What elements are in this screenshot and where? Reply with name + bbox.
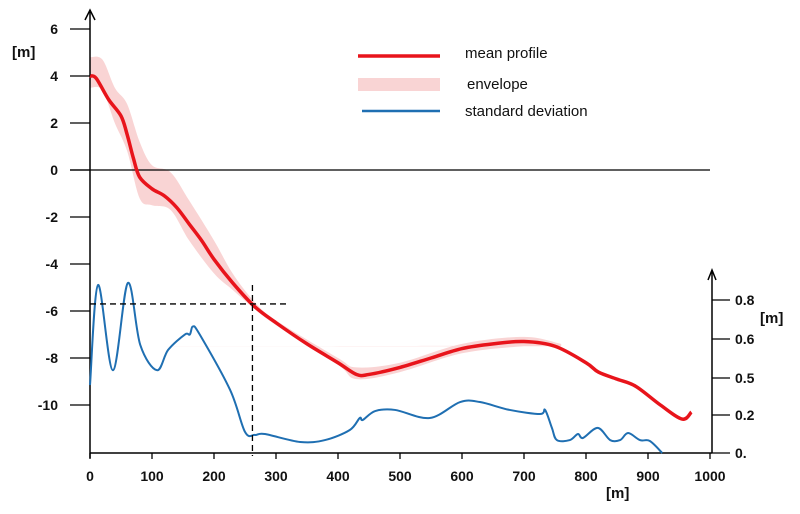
y2-tick-label: 0.	[735, 445, 747, 461]
y-tick-label: -6	[46, 303, 59, 319]
y-axis-label: [m]	[12, 44, 35, 61]
x-tick-label: 500	[388, 468, 412, 484]
y2-axis-label: [m]	[760, 310, 783, 327]
y-axis-left-arrow	[84, 8, 96, 21]
y-tick-label: 2	[50, 115, 58, 131]
envelope-band	[0, 56, 562, 380]
y-tick-label: -4	[46, 256, 59, 272]
x-tick-label: 1000	[694, 468, 725, 484]
x-axis-label: [m]	[606, 485, 629, 502]
y-tick-label: 4	[50, 68, 58, 84]
y-tick-label: -10	[38, 397, 58, 413]
envelope-layer	[0, 56, 562, 380]
x-tick-label: 600	[450, 468, 474, 484]
y2-tick-label: 0.8	[735, 292, 755, 308]
series-layer	[89, 74, 693, 454]
ticks: 0 100 200 300 400 500 600 700 800 900 1000 6 4 2 0 -2 -4…	[38, 21, 755, 484]
standard-deviation-line	[89, 282, 663, 454]
y-tick-label: 0	[50, 162, 58, 178]
legend-label-mean-profile: mean profile	[465, 45, 548, 62]
x-tick-label: 300	[264, 468, 288, 484]
x-tick-label: 0	[86, 468, 94, 484]
y2-tick-label: 0.5	[735, 370, 755, 386]
legend-swatch-envelope	[358, 78, 440, 91]
x-tick-label: 900	[636, 468, 660, 484]
x-tick-label: 800	[574, 468, 598, 484]
y-axis-right-arrow	[707, 267, 717, 281]
x-tick-label: 100	[140, 468, 164, 484]
legend: mean profile envelope standard deviation	[358, 45, 588, 120]
x-tick-label: 200	[202, 468, 226, 484]
x-tick-label: 700	[512, 468, 536, 484]
y-tick-label: -2	[46, 209, 59, 225]
y2-tick-label: 0.2	[735, 407, 755, 423]
legend-label-envelope: envelope	[467, 76, 528, 93]
legend-label-standard-deviation: standard deviation	[465, 103, 588, 120]
y2-tick-label: 0.6	[735, 331, 755, 347]
y-tick-label: 6	[50, 21, 58, 37]
reference-lines	[90, 285, 286, 456]
x-tick-label: 400	[326, 468, 350, 484]
mean-profile-line	[89, 74, 693, 421]
y-tick-label: -8	[46, 350, 59, 366]
axes	[70, 8, 717, 458]
